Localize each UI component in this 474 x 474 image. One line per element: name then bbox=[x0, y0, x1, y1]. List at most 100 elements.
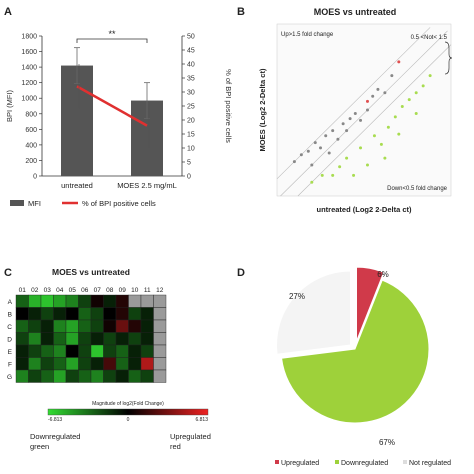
series-line bbox=[76, 85, 148, 127]
heatmap-cell bbox=[140, 319, 154, 333]
heatmap-chart: MOES vs untreated 01 02 03 04 05 06 07 08 09 10 11 1… bbox=[7, 267, 211, 451]
heatmap-cell bbox=[115, 369, 129, 383]
scatter-point bbox=[397, 132, 401, 136]
pie-slice bbox=[355, 266, 385, 342]
heatmap-cell bbox=[65, 332, 79, 346]
row-label: G bbox=[7, 374, 12, 381]
y-tick-label: 600 bbox=[25, 127, 37, 134]
x-tick-label: untreated bbox=[61, 181, 93, 190]
column-label: 09 bbox=[119, 287, 127, 294]
heatmap-cell bbox=[65, 319, 79, 333]
colorbar-title: Magnitude of log2(Fold Change) bbox=[92, 401, 164, 407]
colorbar-max-label: 6.813 bbox=[195, 417, 208, 423]
scatter-point bbox=[310, 163, 314, 167]
legend-swatch-mfi bbox=[10, 200, 24, 206]
heatmap-cell bbox=[153, 294, 167, 308]
heatmap-cell bbox=[140, 332, 154, 346]
heatmap-cell bbox=[128, 357, 142, 371]
plot-area bbox=[276, 23, 452, 197]
heatmap-cell bbox=[40, 294, 54, 308]
row-label: C bbox=[7, 324, 12, 331]
y-right-tick-label: 25 bbox=[187, 104, 195, 111]
scatter-point bbox=[348, 117, 352, 121]
significance-label: ** bbox=[108, 29, 116, 39]
heatmap-cell bbox=[90, 319, 104, 333]
heatmap-cell bbox=[115, 307, 129, 321]
scatter-point bbox=[376, 87, 380, 91]
heatmap-cell bbox=[28, 294, 42, 308]
heatmap-cell bbox=[103, 307, 117, 321]
scatter-point bbox=[365, 99, 369, 103]
pie-slice bbox=[276, 270, 351, 355]
scatter-point bbox=[428, 74, 432, 78]
heatmap-cell bbox=[140, 357, 154, 371]
heatmap-cell bbox=[78, 332, 92, 346]
y-right-tick-label: 5 bbox=[187, 160, 191, 167]
y-right-tick-label: 45 bbox=[187, 48, 195, 55]
column-label: 05 bbox=[69, 287, 77, 294]
pie-chart: 6% 67% 27% Upregulated Downregulated Not regu… bbox=[275, 266, 451, 467]
pie-slice-label: 27% bbox=[289, 292, 305, 301]
scatter-point bbox=[400, 105, 404, 109]
scatter-point bbox=[353, 111, 357, 115]
y-right-tick-label: 15 bbox=[187, 132, 195, 139]
row-label: F bbox=[8, 361, 12, 368]
heatmap-cell bbox=[90, 369, 104, 383]
heatmap-cell bbox=[90, 332, 104, 346]
scatter-point bbox=[327, 151, 331, 155]
heatmap-cell bbox=[65, 294, 79, 308]
heatmap-cell bbox=[40, 357, 54, 371]
scatter-point bbox=[292, 160, 296, 164]
y-right-axis-title: % of BPI positive cells bbox=[224, 69, 233, 143]
heatmap-cell bbox=[140, 307, 154, 321]
row-label: B bbox=[8, 311, 12, 318]
y-right-tick-label: 20 bbox=[187, 118, 195, 125]
heatmap-cell bbox=[103, 319, 117, 333]
panel-d-label: D bbox=[237, 267, 245, 279]
scatter-point bbox=[306, 149, 310, 153]
heatmap-cell bbox=[115, 332, 129, 346]
scatter-point bbox=[331, 173, 335, 177]
y-right-tick-label: 10 bbox=[187, 146, 195, 153]
annotation-down: Down<0.5 fold change bbox=[387, 186, 448, 192]
heatmap-cell bbox=[115, 294, 129, 308]
heatmap-cell bbox=[153, 319, 167, 333]
y-right-tick-label: 0 bbox=[187, 174, 191, 181]
heatmap-cell bbox=[115, 344, 129, 358]
column-label: 11 bbox=[144, 287, 151, 294]
y-tick-label: 1200 bbox=[21, 80, 37, 87]
scatter-point bbox=[397, 60, 401, 64]
colorbar bbox=[47, 408, 209, 416]
heatmap-cell bbox=[40, 344, 54, 358]
heatmap-cell bbox=[90, 294, 104, 308]
legend-label: Downregulated bbox=[341, 460, 388, 467]
heatmap-cell bbox=[53, 344, 67, 358]
scatter-point bbox=[414, 111, 418, 115]
column-label: 01 bbox=[19, 287, 27, 294]
scatter-point bbox=[390, 74, 394, 78]
heatmap-cell bbox=[103, 357, 117, 371]
caption-upregulated: Upregulated bbox=[170, 432, 211, 441]
panel-a: A 0 200 400 600 800 1000 1200 1400 1600 1800 0 5 10 1… bbox=[0, 0, 237, 237]
caption-green: green bbox=[30, 442, 49, 451]
column-label: 10 bbox=[131, 287, 139, 294]
column-label: 06 bbox=[81, 287, 89, 294]
heatmap-cell bbox=[103, 332, 117, 346]
heatmap-cell bbox=[15, 294, 29, 308]
significance-bracket bbox=[76, 38, 148, 43]
heatmap-cell bbox=[15, 332, 29, 346]
scatter-point bbox=[383, 91, 387, 95]
heatmap-cell bbox=[128, 369, 142, 383]
heatmap-cell bbox=[15, 344, 29, 358]
reference-line-center bbox=[280, 30, 448, 197]
x-axis-title: untreated (Log2 2-Delta ct) bbox=[316, 205, 412, 214]
colorbar-mid-label: 0 bbox=[127, 417, 130, 423]
caption-red: red bbox=[170, 442, 181, 451]
scatter-point bbox=[359, 118, 363, 122]
scatter-point bbox=[324, 134, 328, 138]
scatter-point bbox=[359, 146, 363, 150]
heatmap-cell bbox=[40, 369, 54, 383]
heatmap-cell bbox=[53, 294, 67, 308]
heatmap-cell bbox=[65, 344, 79, 358]
scatter-point bbox=[345, 129, 349, 133]
